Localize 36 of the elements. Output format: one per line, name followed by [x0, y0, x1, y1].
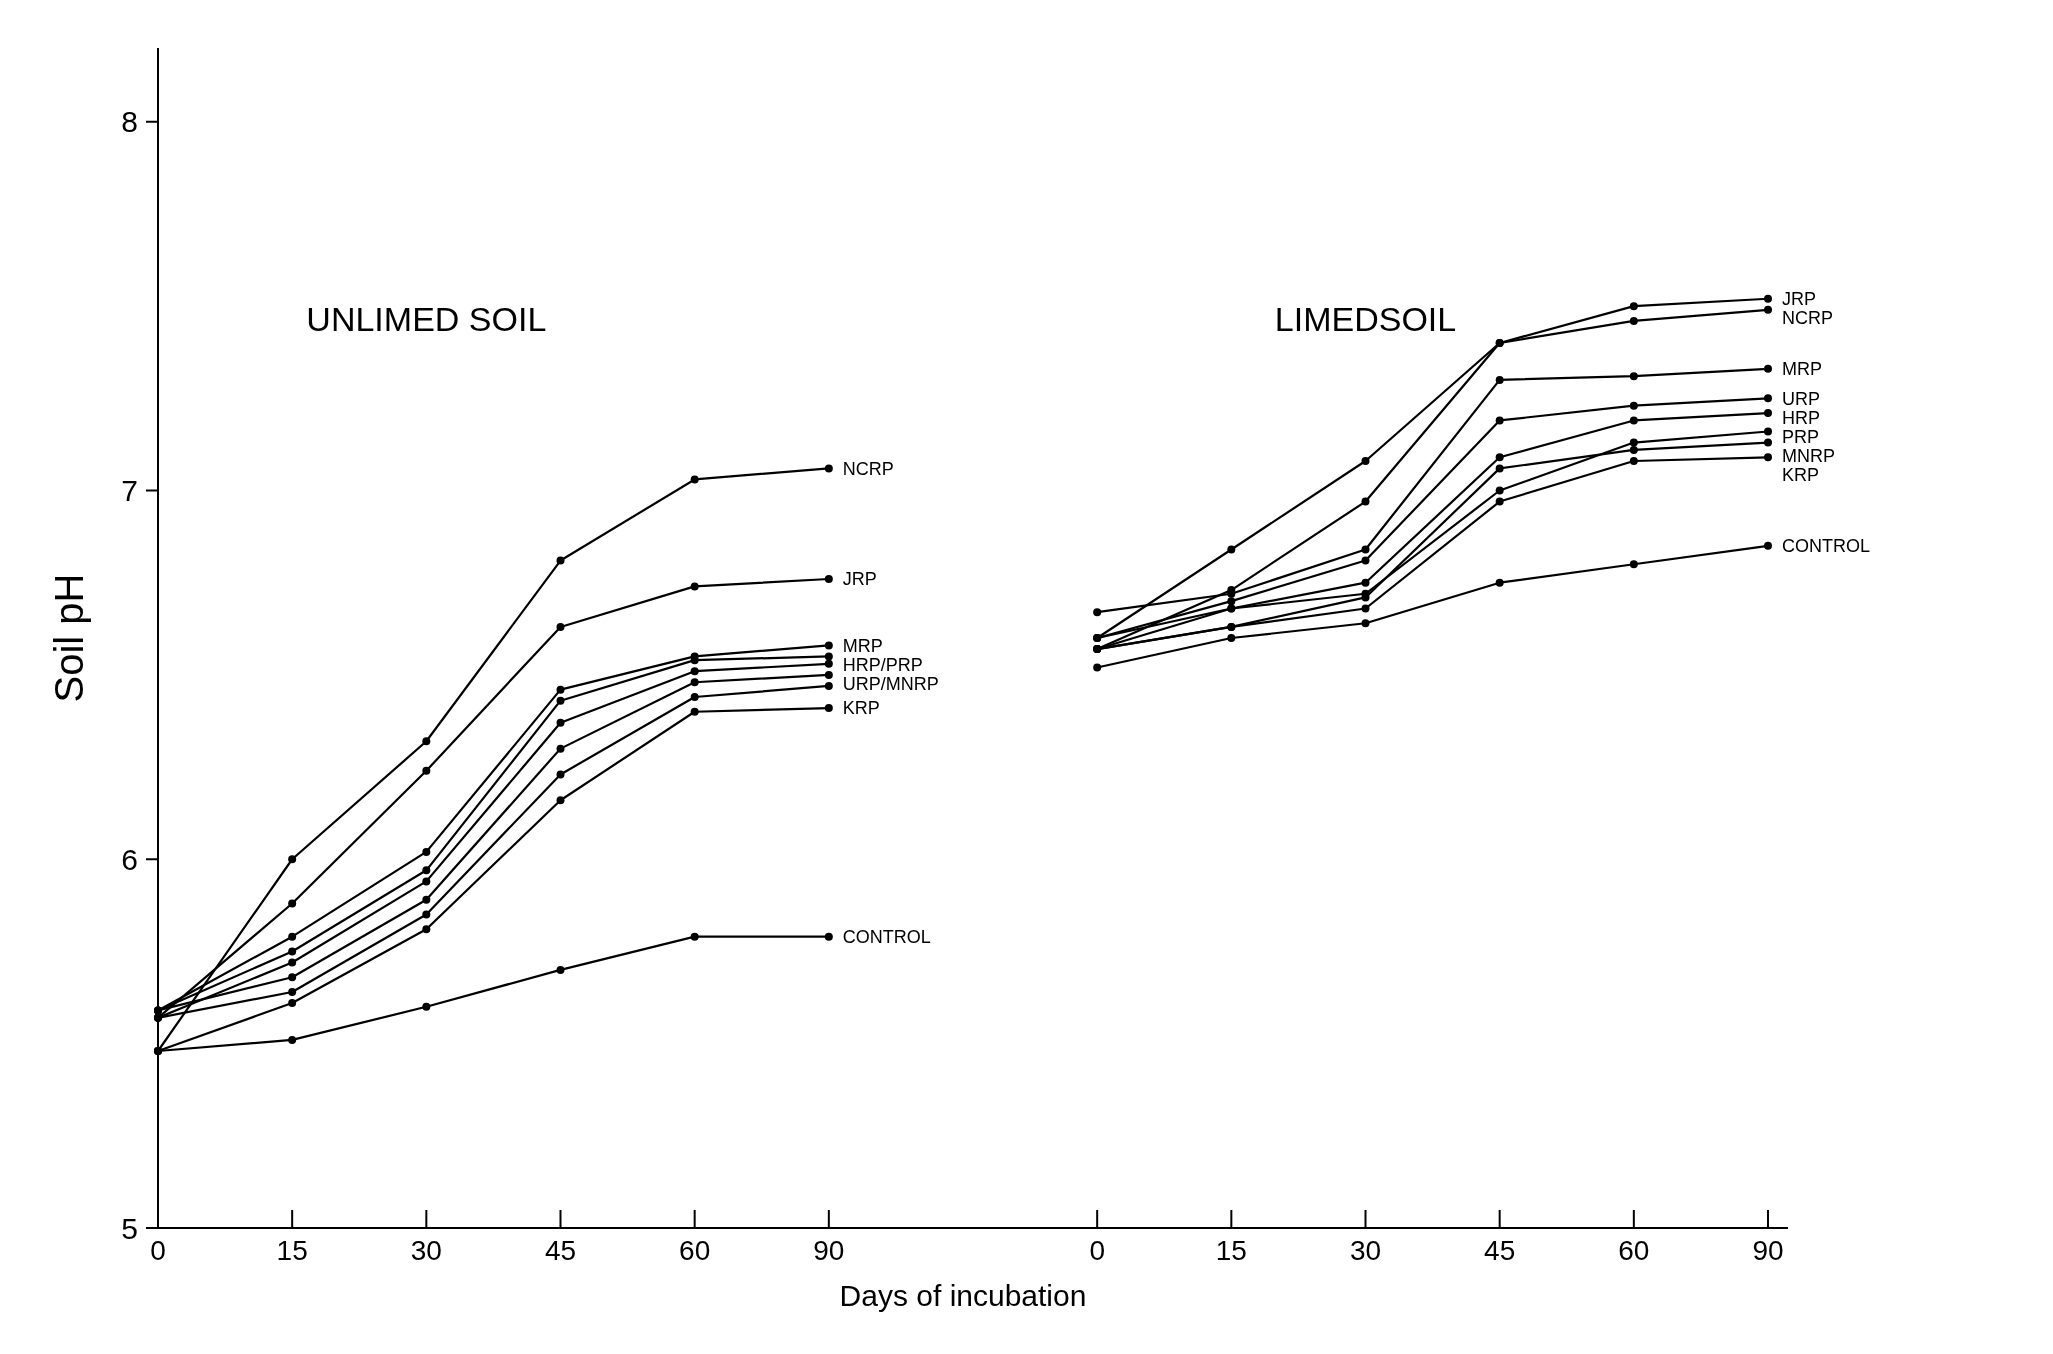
x-tick-label: 30 — [1349, 1235, 1382, 1266]
series-label: JRP — [842, 569, 877, 590]
series-label: MRP — [1782, 359, 1822, 380]
x-tick-label: 60 — [679, 1235, 711, 1266]
series-label: KRP — [1782, 464, 1820, 485]
x-tick-label: 0 — [150, 1235, 166, 1266]
y-tick-label: 7 — [121, 474, 138, 507]
series-label: NCRP — [1782, 308, 1834, 329]
x-tick-label: 15 — [1215, 1235, 1247, 1266]
x-axis-title: Days of incubation — [839, 1279, 1087, 1312]
y-tick-label: 6 — [121, 842, 138, 876]
series-label: PRP — [1782, 426, 1820, 447]
series-label: HRP/PRP — [842, 654, 923, 675]
series-label: KRP — [842, 698, 880, 719]
x-tick-label: 45 — [544, 1235, 577, 1266]
x-tick-label: 90 — [1752, 1235, 1784, 1266]
annotation: UNLIMED SOIL — [306, 300, 547, 339]
y-tick-label: 8 — [121, 105, 138, 139]
series-label: MNRP — [1782, 445, 1835, 466]
x-tick-label: 90 — [813, 1235, 845, 1266]
x-tick-label: 30 — [410, 1235, 442, 1266]
x-tick-label: 45 — [1484, 1235, 1516, 1266]
x-tick-label: 15 — [276, 1235, 308, 1266]
x-tick-label: 0 — [1089, 1235, 1105, 1266]
x-tick-label: 60 — [1618, 1235, 1650, 1266]
series-label: URP — [1782, 388, 1821, 409]
y-axis-title: Soil pH — [47, 573, 91, 703]
series-label: NCRP — [842, 458, 894, 479]
series-label: JRP — [1782, 289, 1817, 310]
annotation: LIMEDSOIL — [1274, 300, 1457, 339]
series-label: CONTROL — [842, 926, 931, 947]
series-label: MRP — [842, 635, 883, 656]
series-label: URP/MNRP — [842, 673, 939, 694]
y-tick-label: 5 — [121, 1211, 138, 1245]
series-label: CONTROL — [1782, 536, 1871, 557]
series-label: HRP — [1782, 407, 1821, 428]
